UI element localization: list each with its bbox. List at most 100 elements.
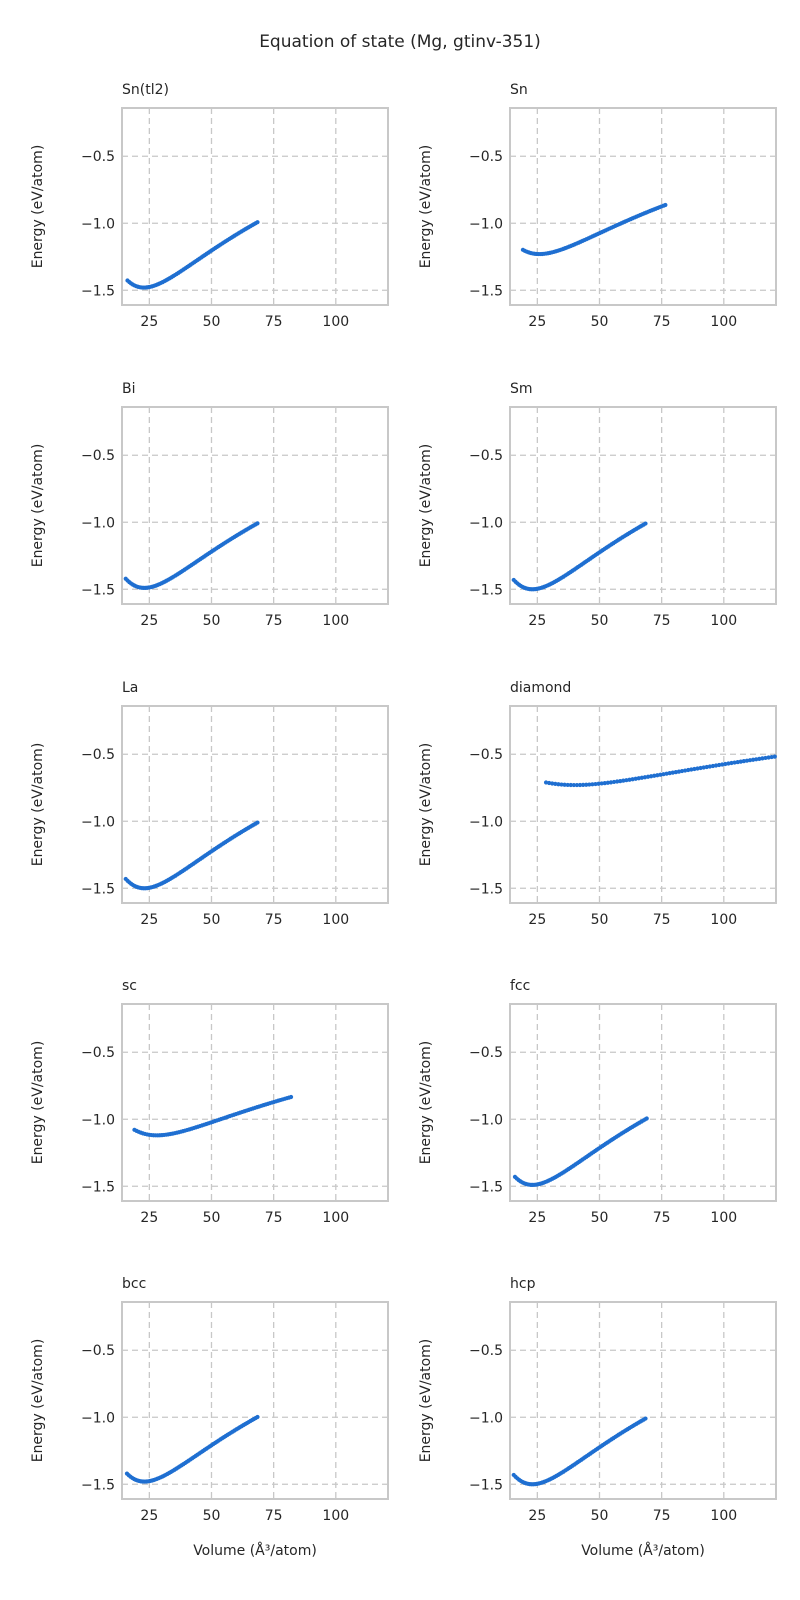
data-point <box>763 755 768 761</box>
data-point <box>664 771 669 776</box>
x-tick-label: 75 <box>265 1210 283 1226</box>
data-point <box>633 776 638 781</box>
scatter-series <box>543 754 777 788</box>
data-point <box>642 775 648 780</box>
figure-title: Equation of state (Mg, gtinv-351) <box>259 32 541 52</box>
data-point <box>618 779 623 784</box>
x-tick-label: 25 <box>528 613 546 629</box>
y-axis-label: Energy (eV/atom) <box>30 1041 46 1165</box>
panel-8: bcc 25 50 75 100 −1.5 −1.0 −0.5 Energy (eV/atom)… <box>30 1276 389 1559</box>
x-tick-label: 25 <box>528 314 546 330</box>
data-point <box>288 1094 294 1100</box>
data-point <box>732 760 737 765</box>
y-tick-label: −1.5 <box>81 283 115 299</box>
x-tick-label: 50 <box>203 912 221 928</box>
data-point <box>769 754 774 760</box>
data-point <box>713 763 719 768</box>
x-tick-label: 50 <box>591 1508 609 1524</box>
y-tick-label: −0.5 <box>81 1343 115 1359</box>
data-point <box>643 521 648 526</box>
y-tick-label: −1.5 <box>469 582 503 598</box>
panel-title: Bi <box>122 381 136 397</box>
panel-title: Sm <box>510 381 533 397</box>
y-axis-label: Energy (eV/atom) <box>418 145 434 269</box>
x-tick-label: 25 <box>528 1210 546 1226</box>
y-tick-label: −1.0 <box>81 814 115 830</box>
data-point <box>608 780 614 785</box>
y-tick-label: −0.5 <box>469 448 503 464</box>
data-point <box>655 773 660 778</box>
data-point <box>679 768 685 774</box>
x-tick-label: 100 <box>322 912 349 928</box>
data-point <box>698 765 703 771</box>
panel-frame <box>121 107 389 306</box>
x-tick-label: 25 <box>140 314 158 330</box>
y-tick-label: −0.5 <box>81 448 115 464</box>
x-tick-label: 25 <box>140 1210 158 1226</box>
data-point <box>255 220 260 225</box>
data-point <box>658 772 663 777</box>
data-point <box>701 765 706 770</box>
y-tick-label: −0.5 <box>469 747 503 763</box>
data-point <box>695 766 700 771</box>
y-tick-label: −1.5 <box>469 283 503 299</box>
data-point <box>720 762 725 767</box>
panel-title: sc <box>122 978 137 994</box>
data-point <box>568 782 573 788</box>
data-point <box>686 767 691 773</box>
y-tick-label: −1.5 <box>469 1179 503 1195</box>
scatter-series <box>512 1116 649 1188</box>
panel-0: Sn(tl2) 25 50 75 100 −1.5 −1.0 −0.5 Energy (eV/a… <box>30 82 389 330</box>
data-point <box>692 766 697 772</box>
scatter-series <box>123 521 260 591</box>
data-point <box>636 776 641 781</box>
x-tick-label: 75 <box>265 314 283 330</box>
data-point <box>543 780 549 785</box>
x-tick-label: 50 <box>591 912 609 928</box>
x-tick-label: 25 <box>528 912 546 928</box>
y-axis-label: Energy (eV/atom) <box>418 444 434 568</box>
data-point <box>735 759 740 765</box>
y-tick-label: −1.5 <box>81 1179 115 1195</box>
x-tick-label: 50 <box>591 613 609 629</box>
x-tick-label: 100 <box>322 1508 349 1524</box>
x-tick-label: 75 <box>265 1508 283 1524</box>
data-point <box>751 757 756 762</box>
panel-6: sc 25 50 75 100 −1.5 −1.0 −0.5 Energy (eV/atom) <box>30 978 389 1226</box>
panel-title: diamond <box>510 680 571 696</box>
data-point <box>670 770 675 775</box>
data-point <box>676 769 682 774</box>
data-point <box>747 758 753 763</box>
data-point <box>605 780 610 785</box>
panel-frame <box>509 406 777 605</box>
data-point <box>645 774 651 779</box>
data-point <box>574 782 580 788</box>
x-tick-label: 75 <box>265 613 283 629</box>
panel-frame <box>509 1003 777 1202</box>
data-point <box>627 777 632 782</box>
panel-title: Sn <box>510 82 528 98</box>
data-point <box>611 779 617 785</box>
x-tick-label: 25 <box>140 1508 158 1524</box>
data-point <box>565 782 570 788</box>
scatter-series <box>511 521 648 592</box>
data-point <box>652 773 657 778</box>
y-tick-label: −0.5 <box>81 1045 115 1061</box>
y-tick-label: −1.5 <box>81 1477 115 1493</box>
data-point <box>741 759 746 764</box>
y-tick-label: −1.5 <box>469 1477 503 1493</box>
panel-1: Sn 25 50 75 100 −1.5 −1.0 −0.5 Energy (eV/atom) <box>418 82 777 330</box>
x-tick-label: 50 <box>591 1210 609 1226</box>
data-point <box>255 1414 260 1420</box>
y-axis-label: Energy (eV/atom) <box>418 1339 434 1463</box>
y-axis-label: Energy (eV/atom) <box>30 1339 46 1463</box>
data-point <box>562 782 567 787</box>
data-point <box>667 771 672 776</box>
panel-frame <box>509 1301 777 1500</box>
data-point <box>547 780 552 786</box>
data-point <box>590 782 595 787</box>
y-tick-label: −1.0 <box>469 814 503 830</box>
y-axis-label: Energy (eV/atom) <box>418 743 434 867</box>
data-point <box>717 762 722 768</box>
data-point <box>571 782 576 788</box>
